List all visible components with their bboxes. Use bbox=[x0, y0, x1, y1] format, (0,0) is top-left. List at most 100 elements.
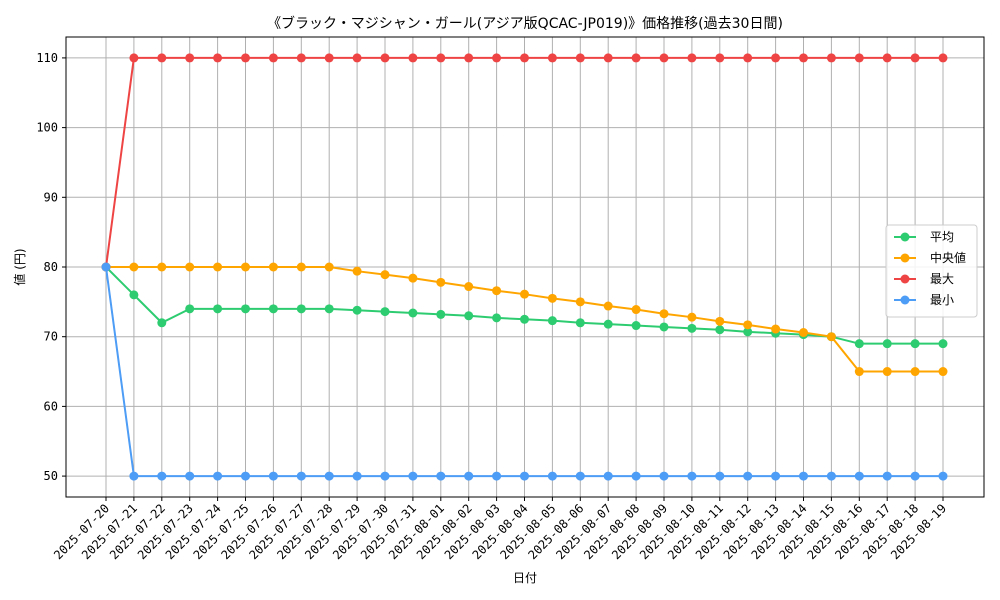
data-point bbox=[185, 262, 195, 272]
data-point bbox=[575, 471, 585, 481]
data-point bbox=[743, 320, 753, 330]
y-tick-label: 80 bbox=[44, 260, 58, 274]
data-point bbox=[213, 471, 223, 481]
data-point bbox=[882, 367, 892, 377]
data-point bbox=[464, 53, 474, 63]
data-point bbox=[910, 471, 920, 481]
data-point bbox=[910, 339, 920, 349]
data-point bbox=[938, 367, 948, 377]
data-point bbox=[213, 262, 223, 272]
data-point bbox=[436, 277, 446, 287]
y-tick-label: 100 bbox=[36, 121, 58, 135]
data-point bbox=[157, 53, 167, 63]
data-point bbox=[687, 323, 697, 333]
data-point bbox=[603, 319, 613, 329]
data-point bbox=[129, 53, 139, 63]
data-point bbox=[799, 471, 808, 481]
data-point bbox=[324, 304, 334, 314]
data-point bbox=[910, 367, 920, 377]
data-point bbox=[492, 313, 502, 323]
data-point bbox=[268, 262, 278, 272]
data-point bbox=[324, 53, 334, 63]
data-point bbox=[492, 471, 502, 481]
data-point bbox=[380, 270, 390, 280]
data-point bbox=[575, 297, 585, 307]
legend-label: 平均 bbox=[930, 230, 954, 244]
data-point bbox=[659, 471, 669, 481]
data-point bbox=[408, 273, 418, 283]
data-point bbox=[520, 471, 529, 481]
data-point bbox=[296, 471, 306, 481]
legend-swatch-marker bbox=[900, 295, 910, 305]
data-point bbox=[241, 262, 250, 272]
series-1 bbox=[101, 262, 948, 377]
data-point bbox=[492, 286, 502, 296]
data-point bbox=[882, 471, 892, 481]
data-point bbox=[938, 53, 948, 63]
data-point bbox=[324, 471, 334, 481]
data-point bbox=[464, 471, 474, 481]
data-point bbox=[408, 53, 418, 63]
data-point bbox=[771, 324, 781, 334]
data-point bbox=[854, 53, 864, 63]
legend-label: 最大 bbox=[930, 272, 954, 286]
y-tick-label: 50 bbox=[44, 469, 58, 483]
data-point bbox=[380, 53, 390, 63]
data-point bbox=[575, 53, 585, 63]
data-point bbox=[129, 471, 139, 481]
data-point bbox=[352, 53, 362, 63]
data-point bbox=[659, 322, 669, 332]
y-axis-label: 値 (円) bbox=[12, 248, 27, 285]
data-point bbox=[464, 311, 474, 321]
data-point bbox=[603, 471, 613, 481]
data-point bbox=[185, 53, 195, 63]
data-point bbox=[826, 53, 836, 63]
data-point bbox=[771, 53, 781, 63]
legend-swatch-marker bbox=[900, 274, 910, 284]
data-point bbox=[380, 307, 390, 317]
data-point bbox=[631, 53, 641, 63]
data-point bbox=[352, 471, 362, 481]
data-point bbox=[101, 262, 111, 272]
data-point bbox=[520, 53, 529, 63]
series-0 bbox=[101, 262, 948, 349]
chart-title: 《ブラック・マジシャン・ガール(アジア版QCAC-JP019)》価格推移(過去3… bbox=[267, 15, 783, 32]
data-point bbox=[352, 266, 362, 276]
data-point bbox=[129, 290, 139, 300]
data-point bbox=[268, 304, 278, 314]
data-point bbox=[296, 262, 306, 272]
data-point bbox=[547, 293, 557, 303]
data-point bbox=[185, 304, 195, 314]
data-point bbox=[352, 305, 362, 315]
data-point bbox=[547, 53, 557, 63]
data-point bbox=[603, 53, 613, 63]
data-point bbox=[715, 316, 725, 326]
data-point bbox=[854, 339, 864, 349]
data-point bbox=[213, 53, 223, 63]
data-point bbox=[743, 471, 753, 481]
y-tick-label: 60 bbox=[44, 399, 58, 413]
data-point bbox=[910, 53, 920, 63]
data-point bbox=[408, 308, 418, 318]
data-point bbox=[464, 282, 474, 292]
data-point bbox=[436, 53, 446, 63]
legend-swatch-marker bbox=[900, 253, 910, 263]
data-point bbox=[687, 471, 697, 481]
data-point bbox=[157, 262, 167, 272]
data-point bbox=[882, 339, 892, 349]
data-point bbox=[185, 471, 195, 481]
data-point bbox=[854, 471, 864, 481]
data-point bbox=[826, 332, 836, 342]
data-point bbox=[296, 304, 306, 314]
data-point bbox=[241, 53, 250, 63]
data-point bbox=[743, 327, 753, 337]
data-point bbox=[380, 471, 390, 481]
data-point bbox=[659, 53, 669, 63]
data-point bbox=[324, 262, 334, 272]
data-point bbox=[157, 318, 167, 328]
data-point bbox=[631, 305, 641, 315]
data-point bbox=[547, 471, 557, 481]
data-point bbox=[799, 53, 808, 63]
